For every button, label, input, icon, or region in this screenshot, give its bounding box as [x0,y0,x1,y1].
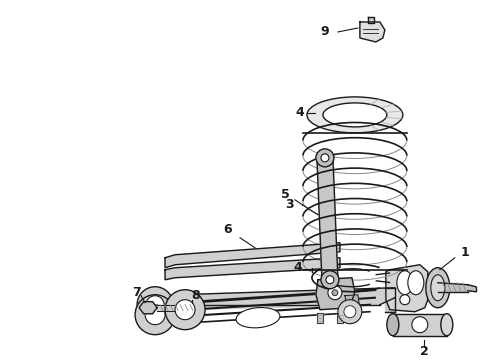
Ellipse shape [146,296,164,314]
Ellipse shape [387,314,399,336]
Polygon shape [468,285,476,292]
Ellipse shape [135,295,175,335]
Ellipse shape [412,317,428,333]
Ellipse shape [165,290,205,330]
Polygon shape [317,313,323,323]
Ellipse shape [137,287,173,323]
Ellipse shape [426,268,450,308]
Ellipse shape [323,103,387,127]
Polygon shape [360,22,385,42]
Circle shape [321,154,329,162]
Polygon shape [157,305,192,311]
Ellipse shape [408,271,424,295]
Text: 6: 6 [224,223,232,236]
Polygon shape [165,243,340,268]
Text: 2: 2 [420,345,429,358]
Polygon shape [385,288,395,312]
Text: 1: 1 [461,246,469,259]
Circle shape [316,149,334,167]
Ellipse shape [307,97,403,133]
Circle shape [332,290,338,296]
Circle shape [321,271,339,289]
Ellipse shape [441,314,453,336]
Polygon shape [316,278,355,310]
Text: 4: 4 [295,107,304,120]
Polygon shape [337,313,343,323]
Text: 7: 7 [132,286,141,299]
Text: 3: 3 [286,198,294,211]
Polygon shape [170,288,395,310]
Ellipse shape [344,306,356,318]
Text: 8: 8 [192,289,200,302]
Ellipse shape [431,275,445,301]
Polygon shape [165,258,340,280]
Ellipse shape [145,305,165,325]
Circle shape [326,276,334,284]
Ellipse shape [175,300,195,320]
Ellipse shape [236,307,280,328]
Text: 5: 5 [281,188,289,201]
Ellipse shape [338,300,362,324]
Ellipse shape [400,295,410,305]
Ellipse shape [397,271,413,295]
Polygon shape [345,295,360,311]
Polygon shape [438,283,468,292]
Polygon shape [368,17,374,23]
Text: 9: 9 [320,26,329,39]
Text: 4: 4 [294,261,302,274]
Polygon shape [393,314,447,336]
Polygon shape [317,158,338,280]
Polygon shape [139,302,157,314]
Polygon shape [386,265,428,312]
Circle shape [328,286,342,300]
